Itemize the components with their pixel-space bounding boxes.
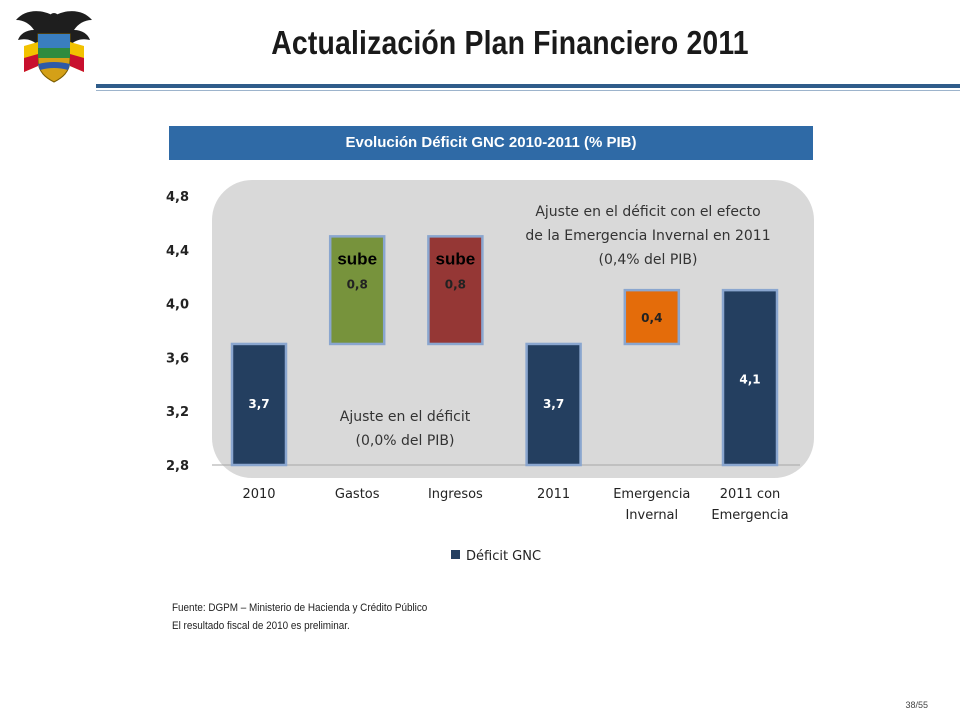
bar-value-label: 0,8 <box>445 277 466 291</box>
header-rule <box>96 84 960 88</box>
legend-label: Déficit GNC <box>466 549 541 564</box>
x-tick-label: 2011 <box>537 487 570 502</box>
y-tick-label: 4,8 <box>166 190 189 205</box>
page-title: Actualización Plan Financiero 2011 <box>271 24 749 61</box>
footnote-note: El resultado fiscal de 2010 es prelimina… <box>172 620 350 632</box>
bar <box>525 342 582 467</box>
y-tick-label: 2,8 <box>166 459 189 474</box>
bar <box>427 235 484 346</box>
bar <box>328 235 386 346</box>
bar-value-label: 4,1 <box>739 373 760 387</box>
bar <box>230 342 288 467</box>
y-tick-label: 4,4 <box>166 244 189 259</box>
annotation-ajuste-emergencia: de la Emergencia Invernal en 2011 <box>525 228 770 244</box>
header-rule-thin <box>96 90 960 91</box>
x-tick-label: Emergencia <box>711 508 788 523</box>
bar <box>721 288 779 467</box>
footnote-source: Fuente: DGPM – Ministerio de Hacienda y … <box>172 602 428 614</box>
bar-tag: sube <box>436 249 476 268</box>
bar-tag: sube <box>337 249 377 268</box>
y-tick-label: 3,2 <box>166 405 189 420</box>
bar-value-label: 3,7 <box>248 397 269 411</box>
legend-swatch <box>451 550 460 559</box>
x-tick-label: Invernal <box>625 508 678 523</box>
bar-value-label: 0,4 <box>641 311 662 325</box>
page-number: 38/55 <box>905 700 928 710</box>
x-tick-label: Emergencia <box>613 487 690 502</box>
waterfall-chart: 2,8 3,2 3,6 4,0 4,4 4,8 3,7 sube 0,8 sube 0,8 3,7 0… <box>166 180 814 564</box>
annotation-ajuste-cero: Ajuste en el déficit <box>340 409 471 425</box>
annotation-ajuste-cero: (0,0% del PIB) <box>356 433 455 449</box>
bar-value-label: 0,8 <box>347 277 368 291</box>
bar <box>623 288 681 346</box>
x-tick-label: 2011 con <box>720 487 781 502</box>
x-tick-label: Gastos <box>335 487 380 502</box>
y-tick-label: 3,6 <box>166 351 189 366</box>
bar-value-label: 3,7 <box>543 397 564 411</box>
annotation-ajuste-emergencia: Ajuste en el déficit con el efecto <box>535 204 760 220</box>
coat-of-arms-icon <box>16 11 92 83</box>
chart-title: Evolución Déficit GNC 2010-2011 (% PIB) <box>169 126 813 160</box>
annotation-ajuste-emergencia: (0,4% del PIB) <box>599 252 698 268</box>
x-tick-label: 2010 <box>242 487 275 502</box>
y-tick-label: 4,0 <box>166 298 189 313</box>
x-tick-label: Ingresos <box>428 487 483 502</box>
